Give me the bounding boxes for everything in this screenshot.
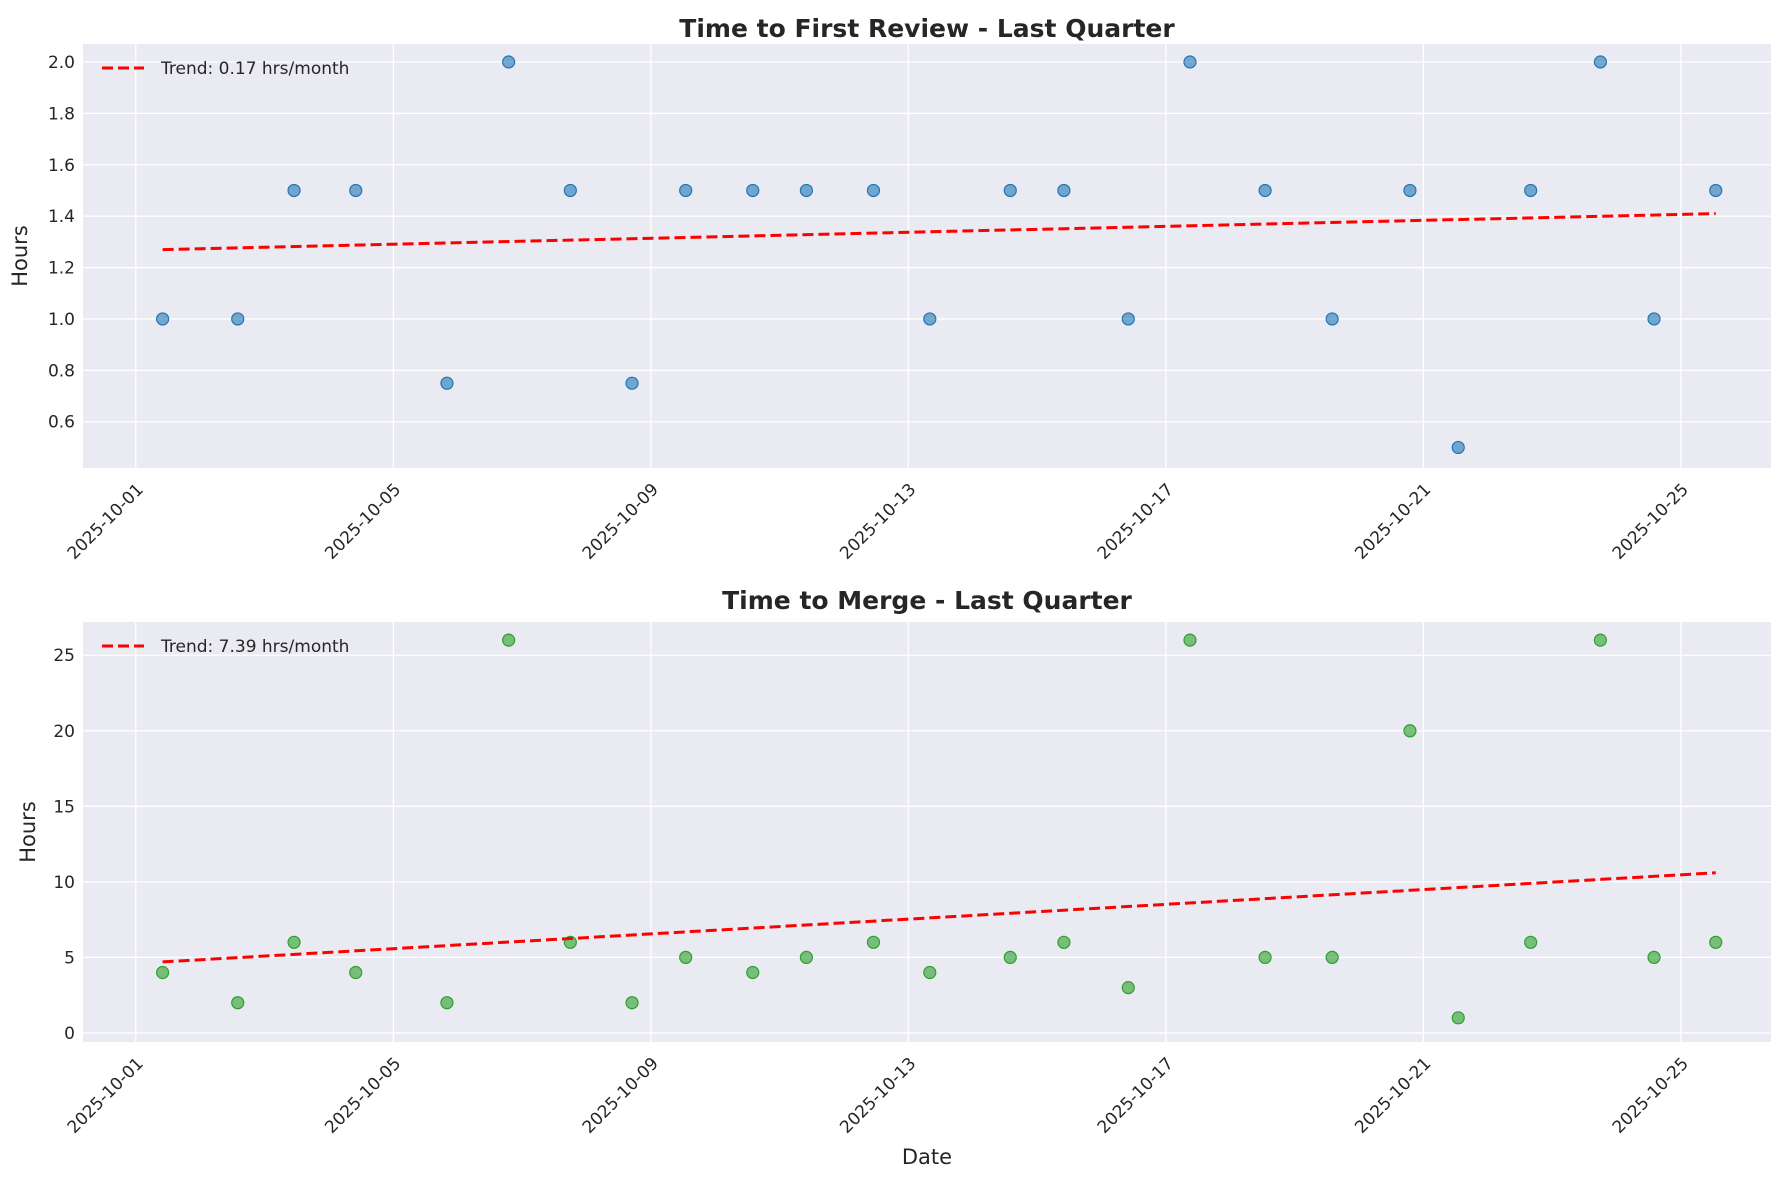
plot-area [83,622,1771,1042]
data-point [1593,633,1607,647]
x-tick-label: 2025-10-17 [1094,1054,1178,1138]
data-point [502,633,516,647]
data-point [1709,183,1723,198]
y-tick-label: 1.0 [48,310,75,330]
data-point [287,183,301,198]
first-review-chart: 0.6 0.8 1.0 1.2 1.4 1.6 1.8 2.0 2025-10-01 2025-1… [8,14,1771,564]
data-point [1403,724,1417,738]
y-tick-label: 25 [53,646,75,666]
x-tick-label: 2025-10-13 [836,1054,920,1138]
y-tick-label: 2.0 [48,53,75,73]
y-tick-label: 1.6 [48,156,75,176]
legend-label: Trend: 0.17 hrs/month [160,59,349,79]
y-tick-label: 0 [64,1024,75,1044]
data-point [1003,950,1017,964]
y-tick-label: 10 [53,873,75,893]
x-tick-label: 2025-10-17 [1094,480,1178,564]
data-point [1593,55,1607,69]
x-tick-label: 2025-10-05 [321,480,405,564]
data-point [1647,950,1661,964]
data-point [1325,312,1339,326]
y-tick-label: 15 [53,797,75,817]
data-point [440,376,454,390]
x-tick-label: 2025-10-25 [1609,1054,1693,1138]
data-point [1057,935,1071,949]
x-tick-label: 2025-10-05 [321,1054,405,1138]
y-tick-label: 5 [64,948,75,968]
data-point [1183,55,1197,69]
data-point [1258,950,1272,964]
data-point [349,965,363,980]
data-point [799,183,813,198]
data-point [563,183,577,198]
data-point [1451,440,1465,455]
y-tick-label: 1.8 [48,104,75,124]
data-point [1524,935,1538,949]
data-point [1121,312,1135,326]
trend-line [162,212,1716,252]
data-point [625,376,639,390]
data-point [1003,183,1017,198]
data-point [440,996,454,1010]
data-point [799,950,813,964]
data-point [287,935,301,949]
data-point [746,183,760,198]
data-point [349,183,363,198]
data-point [156,965,170,980]
y-axis-label: Hours [16,801,40,863]
data-point [1647,312,1661,326]
x-tick-label: 2025-10-01 [64,1054,148,1138]
y-tick-label: 1.4 [48,207,75,227]
data-point [923,965,937,980]
data-point [1524,183,1538,198]
chart-title: Time to Merge - Last Quarter [722,586,1132,615]
x-tick-label: 2025-10-13 [836,480,920,564]
x-axis-label: Date [902,1145,952,1169]
merge-time-chart: 0 5 10 15 20 25 2025-10-01 2025-10-05 2025-10-09… [16,586,1771,1169]
x-tick-label: 2025-10-21 [1351,1054,1435,1138]
data-point [679,950,693,964]
data-point [625,996,639,1010]
data-point [1403,183,1417,198]
data-point [1183,633,1197,647]
plot-area [83,44,1771,468]
data-point [679,183,693,198]
chart-title: Time to First Review - Last Quarter [679,14,1175,43]
y-tick-label: 1.2 [48,259,75,279]
data-point [1709,935,1723,949]
data-point [923,312,937,326]
y-tick-label: 20 [53,722,75,742]
data-point [156,312,170,326]
data-point [1325,950,1339,964]
data-point [866,183,881,198]
x-tick-label: 2025-10-09 [579,1054,663,1138]
data-point [1057,183,1071,198]
data-point [231,312,245,326]
data-point [1258,183,1272,198]
x-tick-label: 2025-10-01 [64,480,148,564]
x-tick-label: 2025-10-09 [579,480,663,564]
trend-line [162,871,1716,964]
data-point [502,55,516,69]
data-point [866,935,881,949]
data-point [746,965,760,980]
data-point [1451,1011,1465,1025]
y-axis-label: Hours [8,225,32,287]
data-point [231,996,245,1010]
legend-label: Trend: 7.39 hrs/month [160,637,349,657]
y-tick-label: 0.8 [48,361,75,381]
data-point [1121,981,1135,995]
x-tick-label: 2025-10-21 [1351,480,1435,564]
y-tick-label: 0.6 [48,413,75,433]
x-tick-label: 2025-10-25 [1609,480,1693,564]
